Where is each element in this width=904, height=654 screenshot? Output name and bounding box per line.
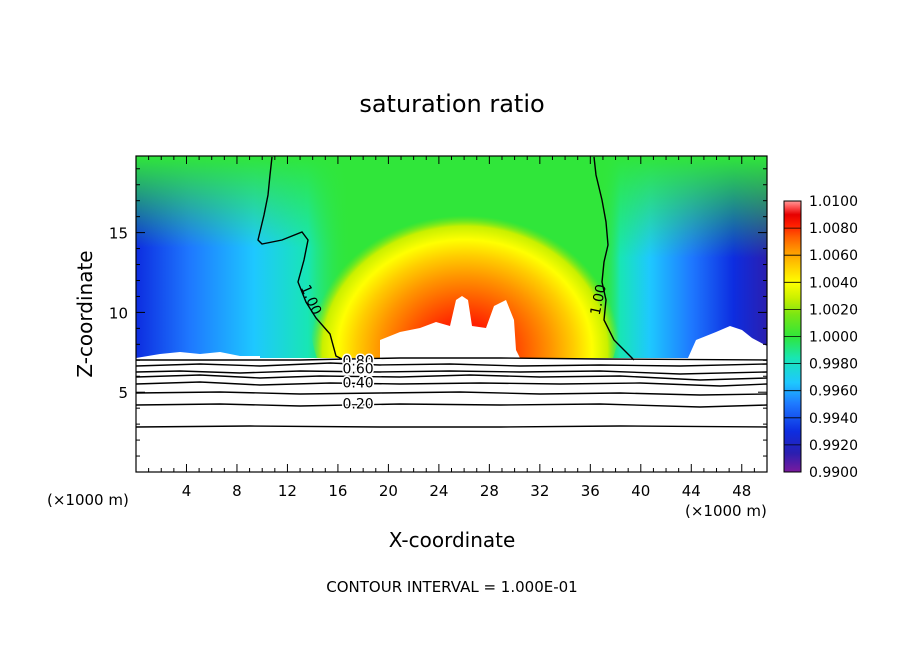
x-tick-label: 20 [379, 482, 398, 500]
contour-label: 0.20 [343, 396, 374, 412]
x-tick-label: 28 [480, 482, 499, 500]
x-tick-label: 48 [732, 482, 751, 500]
x-tick-label: 32 [530, 482, 549, 500]
y-tick-label: 15 [109, 225, 128, 243]
contour-line-030 [136, 391, 767, 396]
contour-label: 0.40 [343, 376, 374, 392]
contour-line-040 [136, 381, 767, 387]
contour-line-010 [136, 425, 767, 428]
right-dry-fade [600, 156, 767, 360]
colorbar-frame [783, 200, 802, 473]
x-tick-label: 24 [429, 482, 448, 500]
y-tick-label: 10 [109, 304, 128, 322]
contour-label: 1.00 [588, 283, 610, 317]
contour-line-020 [136, 403, 767, 408]
colorbar-label: 1.0100 [809, 194, 858, 210]
contour-line-070 [136, 362, 767, 367]
x-tick-label: 16 [328, 482, 347, 500]
y-ticks: 5 10 15 [109, 168, 767, 457]
colorbar-level-lines [784, 200, 801, 473]
x-unit-left: (×1000 m) [47, 491, 129, 509]
left-edge-void [136, 352, 260, 358]
contour-label: 0.80 [343, 353, 374, 369]
x-tick-label: 4 [182, 482, 192, 500]
colorbar-label: 1.0060 [809, 248, 858, 264]
contour-interval-note: CONTOUR INTERVAL = 1.000E-01 [326, 578, 577, 596]
contour-label: 0.60 [343, 361, 374, 377]
chart-title: saturation ratio [359, 90, 544, 118]
x-unit-right: (×1000 m) [685, 502, 767, 520]
x-ticks: 4 8 12 16 20 24 28 32 36 40 44 48 [148, 156, 755, 500]
colorbar-label: 0.9960 [809, 384, 858, 400]
plot-area [136, 156, 767, 472]
contour-line-050 [136, 374, 767, 381]
colorbar-label: 0.9920 [809, 438, 858, 454]
x-tick-label: 40 [631, 482, 650, 500]
contour-lines [136, 156, 767, 428]
contour-line-080 [136, 357, 767, 361]
colorbar-label: 1.0040 [809, 275, 858, 291]
x-tick-label: 8 [232, 482, 242, 500]
y-axis-label: Z-coordinate [73, 250, 97, 377]
colorbar: 1.0100 1.0080 1.0060 1.0040 1.0020 1.0000 0.99… [783, 194, 858, 481]
contour-line-060 [136, 370, 767, 375]
colorbar-label: 1.0000 [809, 330, 858, 346]
x-tick-label: 36 [581, 482, 600, 500]
colorbar-label: 0.9980 [809, 357, 858, 373]
y-tick-label: 5 [118, 384, 128, 402]
colorbar-labels: 1.0100 1.0080 1.0060 1.0040 1.0020 1.0000 0.99… [809, 194, 858, 481]
cloud-void [380, 296, 520, 358]
contour-line-1-left [257, 156, 345, 361]
colorbar-label: 1.0020 [809, 302, 858, 318]
contour-line-1-right [593, 156, 635, 361]
right-cloud-void [688, 326, 767, 358]
colorbar-label: 0.9900 [809, 465, 858, 481]
x-tick-label: 12 [278, 482, 297, 500]
x-axis-label: X-coordinate [389, 528, 516, 552]
x-tick-label: 44 [682, 482, 701, 500]
colorbar-label: 1.0080 [809, 221, 858, 237]
colorbar-label: 0.9940 [809, 411, 858, 427]
